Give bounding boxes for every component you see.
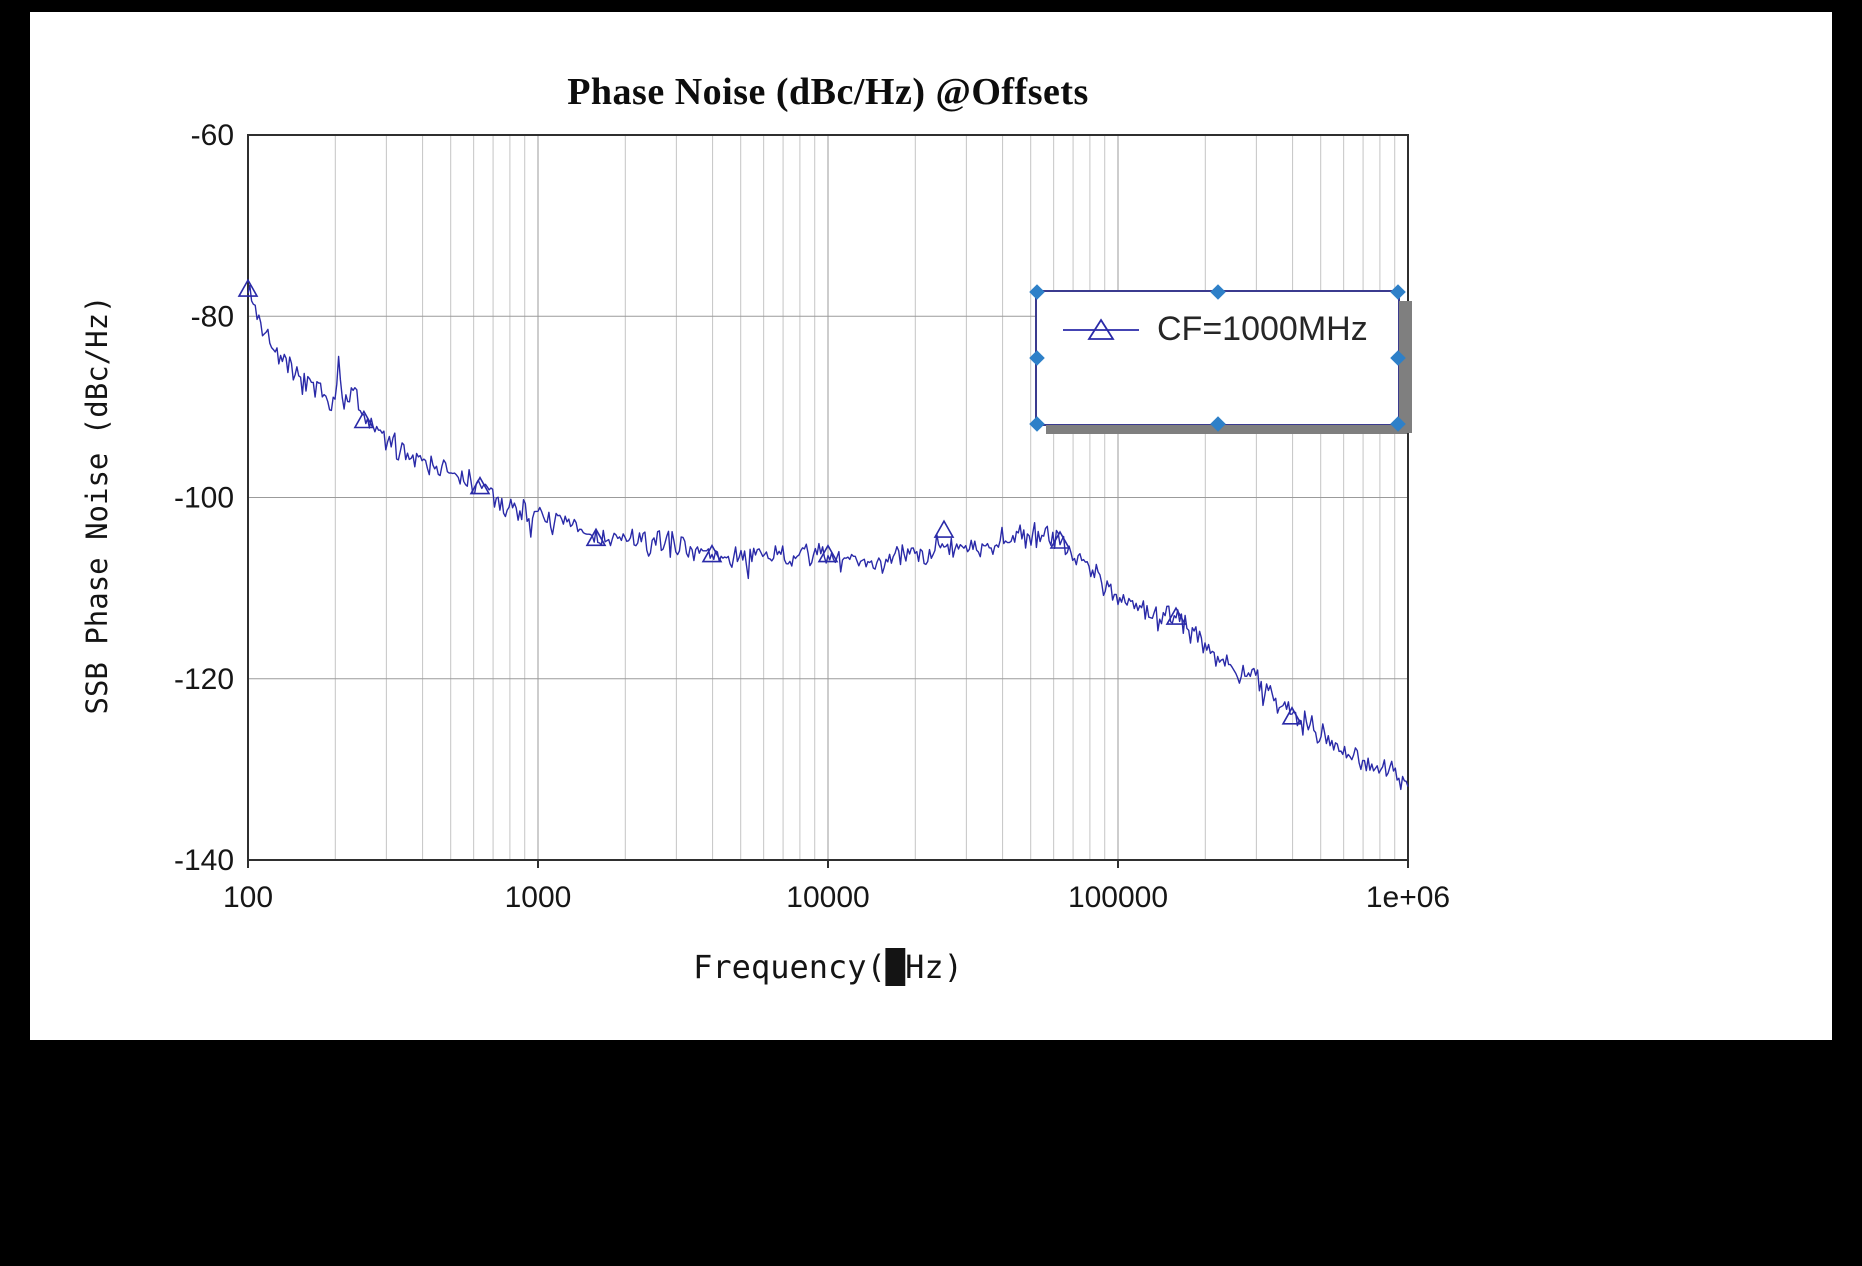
series-marker-triangle [933,519,955,538]
y-tick-label: -100 [174,482,234,515]
x-axis-title: Frequency(█Hz) [693,948,963,986]
series-marker-triangle [469,475,491,495]
y-tick-label: -120 [174,663,234,696]
series-line-cf1000 [247,284,1409,791]
x-tick-label: 1000 [505,881,572,914]
legend-shadow-right [1399,301,1412,433]
phase-noise-plot: 100 1000 10000 100000 1e+06 -60 -80 -100 -120 -14… [174,119,1450,914]
legend-box[interactable]: CF=1000MHz [1029,284,1412,434]
legend-entry-label: CF=1000MHz [1157,310,1368,348]
chart-title: Phase Noise (dBc/Hz) @Offsets [567,71,1089,113]
y-tick-label: -60 [191,119,234,152]
series-marker-triangle [1281,706,1303,725]
x-tick-label: 10000 [786,881,869,914]
series-marker-triangle [237,278,259,297]
series-marker-triangle [817,543,839,563]
x-tick-label: 100000 [1068,881,1168,914]
series-marker-triangle [1165,606,1187,625]
legend-entry: CF=1000MHz [1059,310,1368,349]
series-marker-triangle [353,409,375,429]
chart-paper: Phase Noise (dBc/Hz) @Offsets SSB Phase … [30,12,1832,1040]
series-marker-triangle [1049,530,1071,549]
series-marker-triangle [585,527,607,547]
y-tick-label: -80 [191,300,234,333]
y-tick-label: -140 [174,844,234,877]
legend-marker-icon [1063,317,1139,340]
legend-shadow-bottom [1046,425,1407,434]
x-tick-label: 100 [223,881,273,914]
x-tick-label: 1e+06 [1366,881,1450,914]
series-marker-triangle [701,543,723,563]
